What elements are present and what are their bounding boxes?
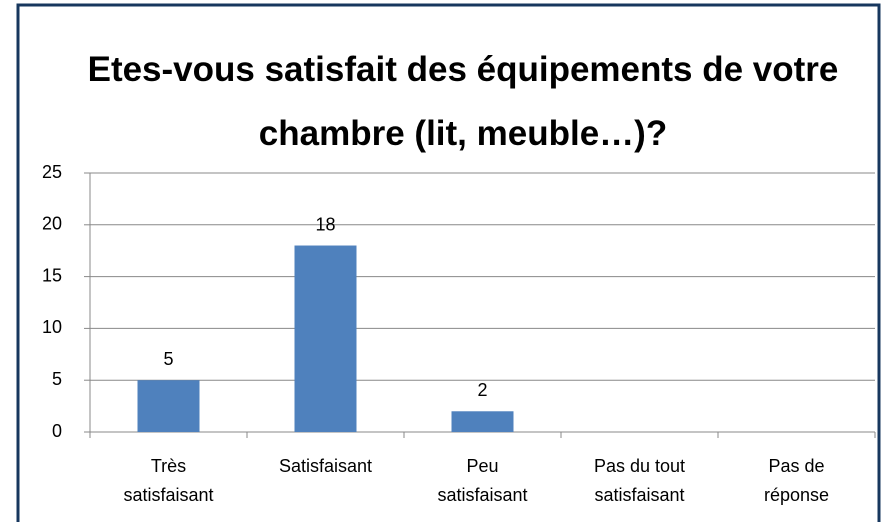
- y-tick-label: 10: [42, 317, 62, 337]
- x-tick-label: Pas du tout satisfaisant: [593, 456, 686, 505]
- y-tick-label: 20: [42, 214, 62, 234]
- x-tick-label: Très satisfaisant: [123, 456, 214, 505]
- chart-title: Etes-vous satisfait des équipements de v…: [87, 50, 839, 153]
- y-tick-label: 15: [42, 265, 62, 285]
- chart-frame: [16, 3, 881, 522]
- y-tick-label: 5: [52, 369, 62, 389]
- x-tick-label: Satisfaisant: [278, 456, 373, 476]
- value-label: 2: [477, 380, 487, 400]
- value-label: 5: [163, 349, 173, 369]
- y-tick-label: 0: [52, 421, 62, 441]
- x-tick-label: Peu satisfaisant: [437, 456, 528, 505]
- y-tick-label: 25: [42, 162, 62, 182]
- bar: [294, 245, 357, 432]
- x-tick-label: Pas de réponse: [763, 456, 830, 505]
- bar: [451, 411, 514, 432]
- bar: [137, 380, 200, 432]
- value-label: 18: [315, 214, 335, 234]
